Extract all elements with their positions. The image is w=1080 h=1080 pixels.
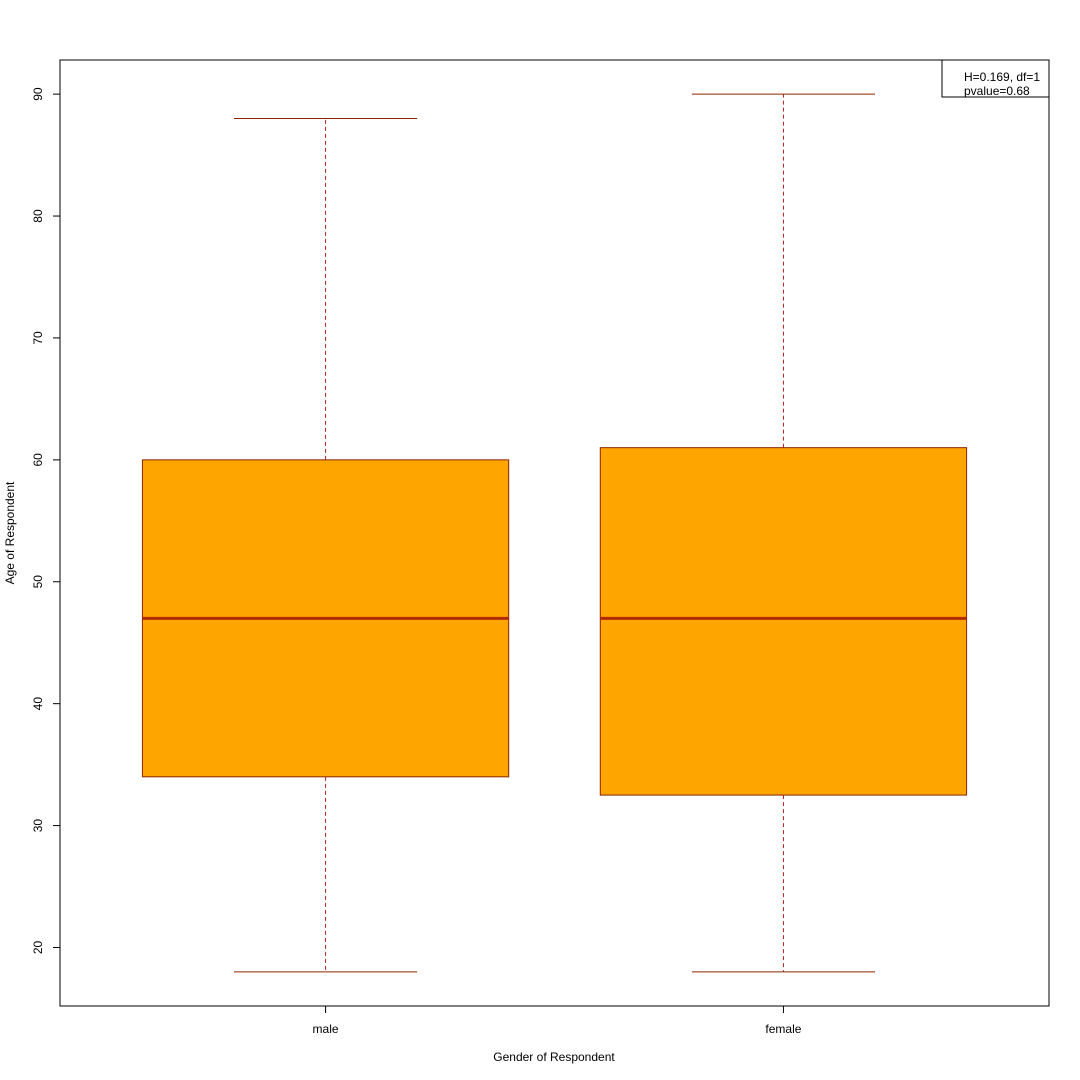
y-tick-label-70: 70 xyxy=(31,331,45,345)
x-tick-label-female: female xyxy=(765,1022,801,1036)
x-axis: male female xyxy=(313,1006,802,1036)
box-body-female xyxy=(599,447,968,796)
legend-line-2: pvalue=0.68 xyxy=(964,84,1030,98)
y-axis: 20 30 40 50 60 70 80 90 xyxy=(31,87,60,954)
plot-frame xyxy=(59,59,1050,1007)
y-tick-label-40: 40 xyxy=(31,697,45,711)
y-axis-label: Age of Respondent xyxy=(3,481,17,584)
axes-layer: 20 30 40 50 60 70 80 90 male female xyxy=(31,87,802,1036)
box-female xyxy=(599,93,968,973)
legend-line-1: H=0.169, df=1 xyxy=(964,70,1040,84)
x-tick-label-male: male xyxy=(313,1022,339,1036)
legend: H=0.169, df=1 pvalue=0.68 xyxy=(941,59,1050,98)
y-tick-label-20: 20 xyxy=(31,940,45,954)
y-tick-label-30: 30 xyxy=(31,819,45,833)
y-tick-label-60: 60 xyxy=(31,453,45,467)
y-tick-label-80: 80 xyxy=(31,209,45,223)
boxes-layer xyxy=(141,93,968,973)
y-tick-label-50: 50 xyxy=(31,575,45,589)
y-tick-label-90: 90 xyxy=(31,87,45,101)
legend-box xyxy=(941,59,1050,98)
x-axis-label: Gender of Respondent xyxy=(493,1050,615,1064)
box-male xyxy=(141,118,510,973)
